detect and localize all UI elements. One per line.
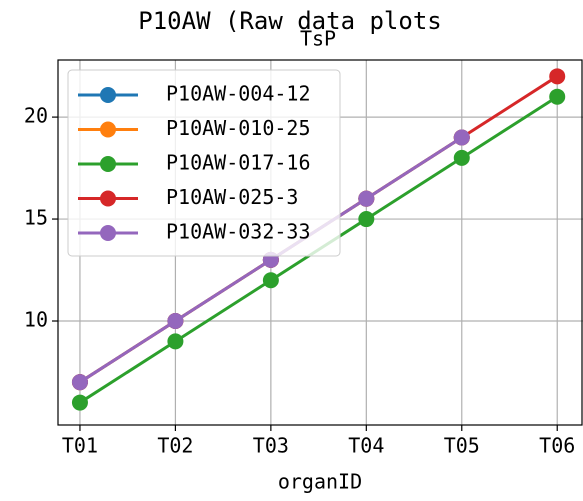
point (549, 68, 566, 85)
point (358, 190, 375, 207)
point (167, 313, 184, 330)
x-tick-label: T01 (62, 434, 98, 458)
x-tick-label: T06 (539, 434, 575, 458)
y-tick-label: 20 (24, 104, 48, 128)
legend-frame (67, 69, 341, 257)
x-tick-label: T03 (253, 434, 289, 458)
chart-subtitle: TsP (300, 27, 336, 51)
point (71, 374, 88, 391)
x-tick-label: T02 (157, 434, 193, 458)
legend-label: P10AW-025-3 (166, 185, 298, 209)
legend: P10AW-004-12 P10AW-010-25 P10AW-017-16 P10A… (67, 69, 341, 257)
x-axis-label: organID (278, 470, 362, 494)
x-tick-label: T04 (348, 434, 384, 458)
legend-label: P10AW-017-16 (166, 151, 311, 175)
y-tick-label: 15 (24, 206, 48, 230)
legend-label: P10AW-032-33 (166, 220, 311, 244)
point (167, 333, 184, 350)
legend-label: P10AW-010-25 (166, 116, 311, 140)
legend-marker (100, 225, 116, 241)
point (262, 272, 279, 289)
legend-marker (100, 121, 116, 138)
legend-marker (100, 87, 116, 103)
point (453, 129, 470, 146)
legend-marker (100, 190, 116, 207)
legend-label: P10AW-004-12 (166, 82, 311, 106)
point (549, 88, 566, 105)
legend-marker (100, 156, 116, 172)
y-tick-label: 10 (24, 308, 48, 332)
point (453, 149, 470, 166)
chart-title: P10AW (Raw data plots (138, 7, 441, 35)
point (71, 394, 88, 411)
plot-frame (57, 59, 583, 426)
point (358, 211, 375, 228)
x-tick-label: T05 (444, 434, 480, 458)
